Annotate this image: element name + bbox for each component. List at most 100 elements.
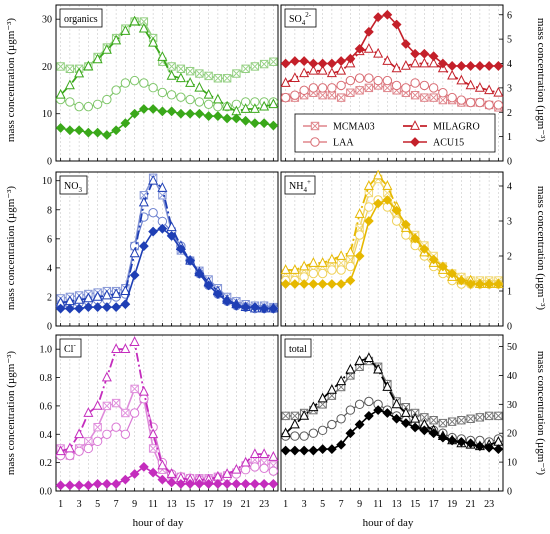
data-point-laa <box>92 99 103 109</box>
data-point-milagro <box>203 88 214 99</box>
data-point-acu15 <box>111 302 122 313</box>
data-point-milagro <box>363 42 374 53</box>
data-point-milagro <box>157 182 168 192</box>
data-point-laa <box>493 100 504 110</box>
data-point-acu15 <box>363 410 374 421</box>
data-point-acu15 <box>484 442 495 453</box>
data-point-milagro <box>289 418 300 429</box>
data-point-milagro <box>111 343 122 354</box>
data-point-acu15 <box>203 479 214 489</box>
data-point-acu15 <box>249 302 260 313</box>
data-point-milagro <box>317 392 328 403</box>
data-point-milagro <box>101 44 112 54</box>
panel-label: NO3 <box>64 181 82 194</box>
data-point-acu15 <box>447 268 458 279</box>
y-axis-title-right-top: mass concentration (µgm⁻³) <box>535 18 547 143</box>
data-point-milagro <box>382 381 393 391</box>
data-point-acu15 <box>373 198 384 209</box>
y-axis-title-left-middle: mass concentration (µgm⁻³) <box>5 186 17 311</box>
data-point-acu15 <box>382 9 393 20</box>
data-point-mcma03 <box>429 416 438 425</box>
x-tick-label: 23 <box>484 499 494 510</box>
data-point-mcma03 <box>232 69 241 78</box>
data-point-milagro <box>268 451 279 461</box>
data-point-acu15 <box>64 303 75 314</box>
data-point-milagro <box>249 103 260 113</box>
data-point-acu15 <box>74 480 85 491</box>
data-point-milagro <box>111 288 122 298</box>
data-point-milagro <box>92 400 103 410</box>
data-point-laa <box>65 97 75 107</box>
data-point-laa <box>401 83 411 93</box>
data-point-laa <box>290 431 300 441</box>
x-tick-label: 1 <box>283 499 288 510</box>
data-point-acu15 <box>92 302 103 313</box>
data-point-laa <box>317 83 328 93</box>
data-point-acu15 <box>336 279 347 289</box>
x-tick-label: 13 <box>392 499 402 510</box>
data-point-milagro <box>280 264 291 274</box>
data-point-milagro <box>354 208 365 218</box>
data-point-milagro <box>157 51 168 61</box>
data-point-milagro <box>138 22 149 33</box>
y-tick-label: 20 <box>507 429 517 440</box>
y-tick-label: 1 <box>507 287 512 298</box>
data-point-mcma03 <box>355 86 364 95</box>
data-point-acu15 <box>203 280 214 291</box>
panel-label: Cl- <box>64 341 76 355</box>
data-point-acu15 <box>474 279 485 289</box>
data-point-mcma03 <box>327 90 337 100</box>
y-tick-label: 4 <box>47 263 52 274</box>
data-point-acu15 <box>391 19 402 30</box>
data-point-acu15 <box>138 241 149 252</box>
data-point-acu15 <box>308 445 319 456</box>
data-point-laa <box>268 466 279 476</box>
data-point-milagro <box>493 86 504 97</box>
data-point-milagro <box>101 289 112 300</box>
data-point-milagro <box>336 375 347 386</box>
data-point-laa <box>345 75 356 86</box>
x-tick-label: 3 <box>302 499 307 510</box>
y-tick-label: 0 <box>47 157 52 168</box>
data-point-acu15 <box>138 104 149 114</box>
data-point-milagro <box>222 468 233 478</box>
data-point-acu15 <box>345 275 356 286</box>
y-tick-label: 30 <box>507 400 517 411</box>
panel-label: organics <box>64 14 98 25</box>
data-point-acu15 <box>419 48 430 59</box>
data-point-acu15 <box>447 435 458 446</box>
legend-marker-milagro <box>409 120 421 130</box>
y-tick-label: 0 <box>507 487 512 498</box>
data-point-laa <box>120 429 131 439</box>
data-point-laa <box>345 405 356 415</box>
data-point-laa <box>345 261 356 272</box>
data-point-laa <box>336 80 346 91</box>
data-point-mcma03 <box>222 74 232 83</box>
data-point-milagro <box>308 257 319 267</box>
panel-SO4: 0 1 2 3 4 5 6 SO42- <box>280 4 512 168</box>
y-tick-label: 10 <box>42 176 52 187</box>
data-point-acu15 <box>280 279 291 289</box>
data-point-milagro <box>175 72 186 83</box>
y-axis-title-left-bottom: mass concentration (µgm⁻³) <box>5 351 17 476</box>
data-point-milagro <box>447 69 458 80</box>
data-point-milagro <box>120 25 131 35</box>
data-point-mcma03 <box>148 444 158 453</box>
data-point-laa <box>65 450 75 461</box>
data-point-mcma03 <box>346 88 355 97</box>
data-point-acu15 <box>400 39 411 49</box>
data-point-milagro <box>55 445 66 456</box>
panel-label-box <box>284 8 317 28</box>
data-point-acu15 <box>484 61 495 71</box>
data-point-acu15 <box>166 231 177 241</box>
legend-label-acu15: ACU15 <box>433 138 464 149</box>
data-point-laa <box>317 425 328 436</box>
data-point-milagro <box>474 81 485 92</box>
x-tick-label: 15 <box>410 499 420 510</box>
data-point-acu15 <box>222 296 233 307</box>
data-point-laa <box>401 230 411 240</box>
series-line-mcma03 <box>60 176 274 308</box>
data-point-laa <box>299 431 309 441</box>
data-point-acu15 <box>437 58 448 69</box>
data-point-acu15 <box>456 436 467 447</box>
